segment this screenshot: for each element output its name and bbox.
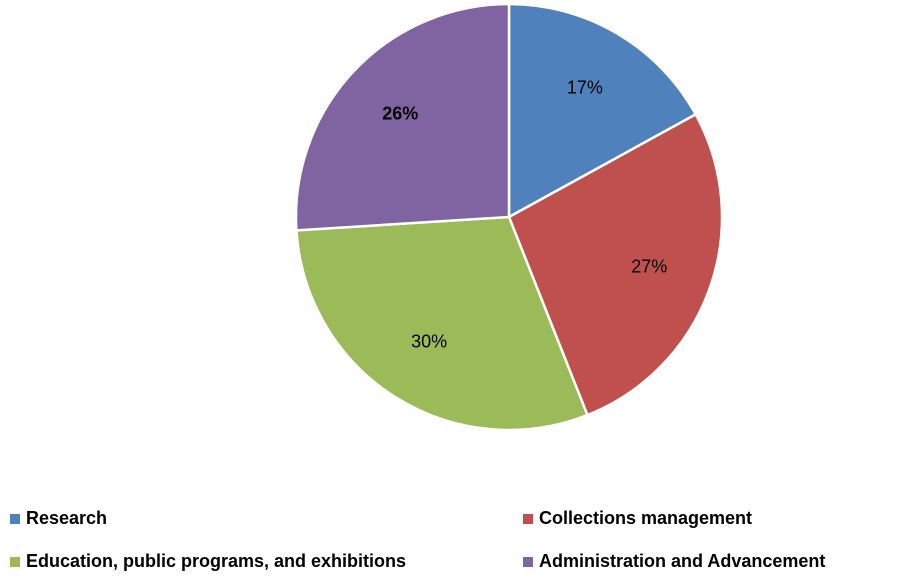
data-label: 30%: [411, 332, 447, 352]
data-label: 27%: [631, 256, 667, 276]
legend-swatch: [523, 514, 533, 524]
data-label: 26%: [382, 104, 418, 124]
pie-slice: [507, 2, 698, 220]
pie-slice: [295, 215, 590, 432]
legend-label: Research: [26, 508, 107, 528]
legend-label: Administration and Advancement: [539, 551, 825, 571]
pie-slice: [294, 2, 511, 232]
data-label: 17%: [567, 77, 603, 97]
legend-swatch: [10, 514, 20, 524]
legend-label: Collections management: [539, 508, 752, 528]
legend-swatch: [523, 557, 533, 567]
legend-label: Education, public programs, and exhibiti…: [26, 551, 406, 571]
legend-swatch: [10, 557, 20, 567]
pie-slice: [507, 112, 724, 417]
